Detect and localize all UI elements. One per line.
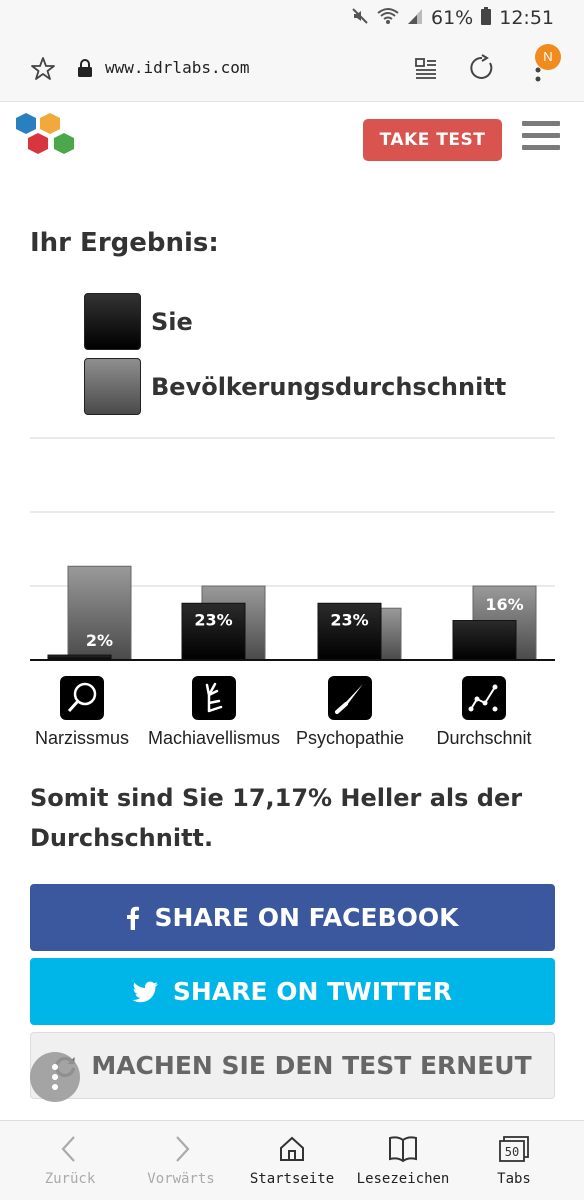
data-label-population-3: 16% [485, 595, 523, 614]
browser-toolbar: www.idrlabs.com N [0, 36, 584, 102]
line-graph-icon [462, 676, 506, 720]
bookmarks-book-icon [389, 1136, 417, 1163]
clock: 12:51 [499, 7, 554, 29]
nav-label: Lesezeichen [356, 1171, 450, 1187]
battery-icon [481, 6, 492, 30]
data-label-you-2: 23% [330, 610, 368, 629]
data-label-you-0: 2% [86, 631, 113, 650]
nav-label: Vorwärts [147, 1171, 215, 1187]
take-test-button[interactable]: TAKE TEST [363, 119, 502, 161]
nav-label: Startseite [249, 1171, 335, 1187]
battery-percent: 61% [431, 7, 474, 29]
hamburger-bar [522, 121, 560, 126]
crossed-fingers-icon [192, 676, 236, 720]
trait-label: Machiavellismus [147, 728, 281, 748]
mirror-icon [60, 676, 104, 720]
nav-forward[interactable]: Vorwärts [123, 1121, 239, 1200]
trait-label: Durchschnit [436, 728, 532, 748]
reader-mode-icon[interactable] [414, 57, 438, 81]
result-heading: Ihr Ergebnis: [30, 228, 219, 258]
trait-machiavellianism: Machiavellismus [148, 676, 280, 749]
nav-label: Tabs [497, 1171, 531, 1187]
back-arrow-icon [61, 1136, 75, 1162]
trait-label: Psychopathie [295, 728, 405, 748]
share-twitter-label: SHARE ON TWITTER [172, 977, 453, 1006]
share-twitter-button[interactable]: SHARE ON TWITTER [30, 958, 555, 1025]
hamburger-bar [522, 145, 560, 150]
url-field[interactable]: www.idrlabs.com [105, 58, 250, 77]
site-header: TAKE TEST [0, 103, 584, 175]
tabs-icon: 50 [499, 1136, 529, 1162]
facebook-icon [126, 906, 140, 930]
legend-swatch-you [84, 293, 141, 350]
trait-psychopathy: Psychopathie [296, 676, 404, 749]
home-icon [280, 1136, 304, 1161]
legend-label-population: Bevölkerungsdurchschnitt [151, 372, 507, 401]
legend-swatch-population [84, 358, 141, 415]
share-facebook-button[interactable]: SHARE ON FACEBOOK [30, 884, 555, 951]
result-bar-chart: 2% 23% 23% 16% [30, 437, 555, 661]
status-bar: 61% 12:51 [0, 0, 584, 36]
retake-test-button[interactable]: MACHEN SIE DEN TEST ERNEUT [30, 1032, 555, 1099]
nav-bookmarks[interactable]: Lesezeichen [345, 1121, 461, 1200]
floating-options-button[interactable] [30, 1052, 80, 1102]
wifi-icon [377, 7, 399, 30]
hamburger-bar [522, 133, 560, 138]
vertical-dots-icon [52, 1064, 58, 1090]
result-summary: Somit sind Sie 17,17% Heller als der Dur… [30, 784, 523, 852]
nav-back[interactable]: Zurück [12, 1121, 128, 1200]
reload-icon[interactable] [468, 54, 496, 82]
legend-item-you: Sie [84, 293, 193, 350]
nav-label: Zurück [44, 1171, 96, 1187]
twitter-icon [132, 981, 159, 1003]
knife-icon [328, 676, 372, 720]
bar-you-3 [452, 620, 517, 661]
profile-avatar[interactable]: N [535, 44, 561, 70]
trait-average: Durchschnit [432, 676, 536, 749]
retake-test-label: MACHEN SIE DEN TEST ERNEUT [91, 1051, 532, 1080]
lock-icon [78, 59, 92, 77]
browser-menu-icon[interactable] [534, 58, 542, 84]
forward-arrow-icon [176, 1136, 190, 1162]
idrlabs-logo[interactable] [12, 111, 80, 163]
bar-you-1 [181, 602, 246, 661]
bookmark-star-icon[interactable] [30, 56, 56, 82]
browser-bottom-nav: Zurück Vorwärts Startseite Lesezeichen 5… [0, 1120, 584, 1200]
legend-item-population: Bevölkerungsdurchschnitt [84, 358, 506, 415]
trait-label: Narzissmus [34, 728, 129, 748]
trait-narcissism: Narzissmus [34, 676, 130, 749]
bar-you-2 [317, 602, 382, 661]
legend-label-you: Sie [151, 307, 193, 336]
tab-count: 50 [505, 1145, 519, 1159]
mute-icon [351, 7, 369, 30]
bar-population-0 [67, 565, 132, 661]
share-facebook-label: SHARE ON FACEBOOK [154, 903, 459, 932]
data-label-you-1: 23% [194, 610, 232, 629]
nav-home[interactable]: Startseite [234, 1121, 350, 1200]
hamburger-menu-icon[interactable] [522, 121, 560, 153]
signal-icon [407, 7, 423, 30]
nav-tabs[interactable]: 50 Tabs [456, 1121, 572, 1200]
